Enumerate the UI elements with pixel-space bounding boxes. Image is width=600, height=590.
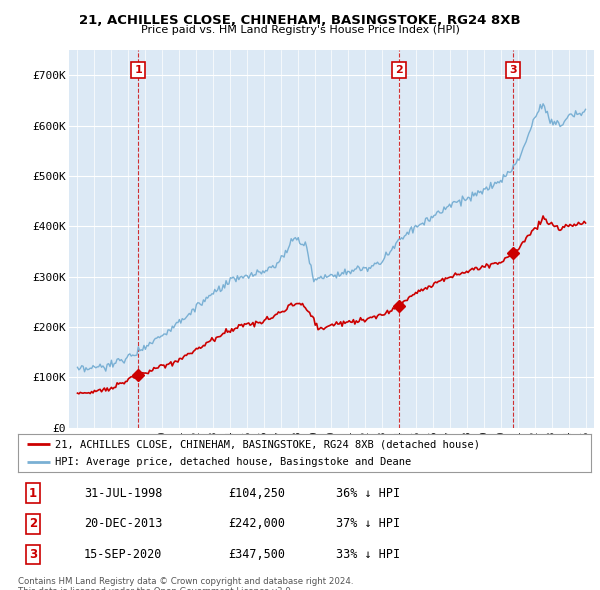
Text: 21, ACHILLES CLOSE, CHINEHAM, BASINGSTOKE, RG24 8XB (detached house): 21, ACHILLES CLOSE, CHINEHAM, BASINGSTOK… bbox=[55, 439, 480, 449]
Text: 33% ↓ HPI: 33% ↓ HPI bbox=[336, 548, 400, 561]
Text: 1: 1 bbox=[29, 487, 37, 500]
Text: £104,250: £104,250 bbox=[228, 487, 285, 500]
Text: HPI: Average price, detached house, Basingstoke and Deane: HPI: Average price, detached house, Basi… bbox=[55, 457, 412, 467]
Text: 2: 2 bbox=[29, 517, 37, 530]
Text: 1: 1 bbox=[134, 65, 142, 76]
Text: 15-SEP-2020: 15-SEP-2020 bbox=[84, 548, 163, 561]
Text: 3: 3 bbox=[509, 65, 517, 76]
Text: 31-JUL-1998: 31-JUL-1998 bbox=[84, 487, 163, 500]
Text: £242,000: £242,000 bbox=[228, 517, 285, 530]
Text: Contains HM Land Registry data © Crown copyright and database right 2024.
This d: Contains HM Land Registry data © Crown c… bbox=[18, 577, 353, 590]
Text: £347,500: £347,500 bbox=[228, 548, 285, 561]
Text: 20-DEC-2013: 20-DEC-2013 bbox=[84, 517, 163, 530]
Text: 3: 3 bbox=[29, 548, 37, 561]
Text: 37% ↓ HPI: 37% ↓ HPI bbox=[336, 517, 400, 530]
Text: 2: 2 bbox=[395, 65, 403, 76]
Text: Price paid vs. HM Land Registry's House Price Index (HPI): Price paid vs. HM Land Registry's House … bbox=[140, 25, 460, 35]
Text: 36% ↓ HPI: 36% ↓ HPI bbox=[336, 487, 400, 500]
Text: 21, ACHILLES CLOSE, CHINEHAM, BASINGSTOKE, RG24 8XB: 21, ACHILLES CLOSE, CHINEHAM, BASINGSTOK… bbox=[79, 14, 521, 27]
